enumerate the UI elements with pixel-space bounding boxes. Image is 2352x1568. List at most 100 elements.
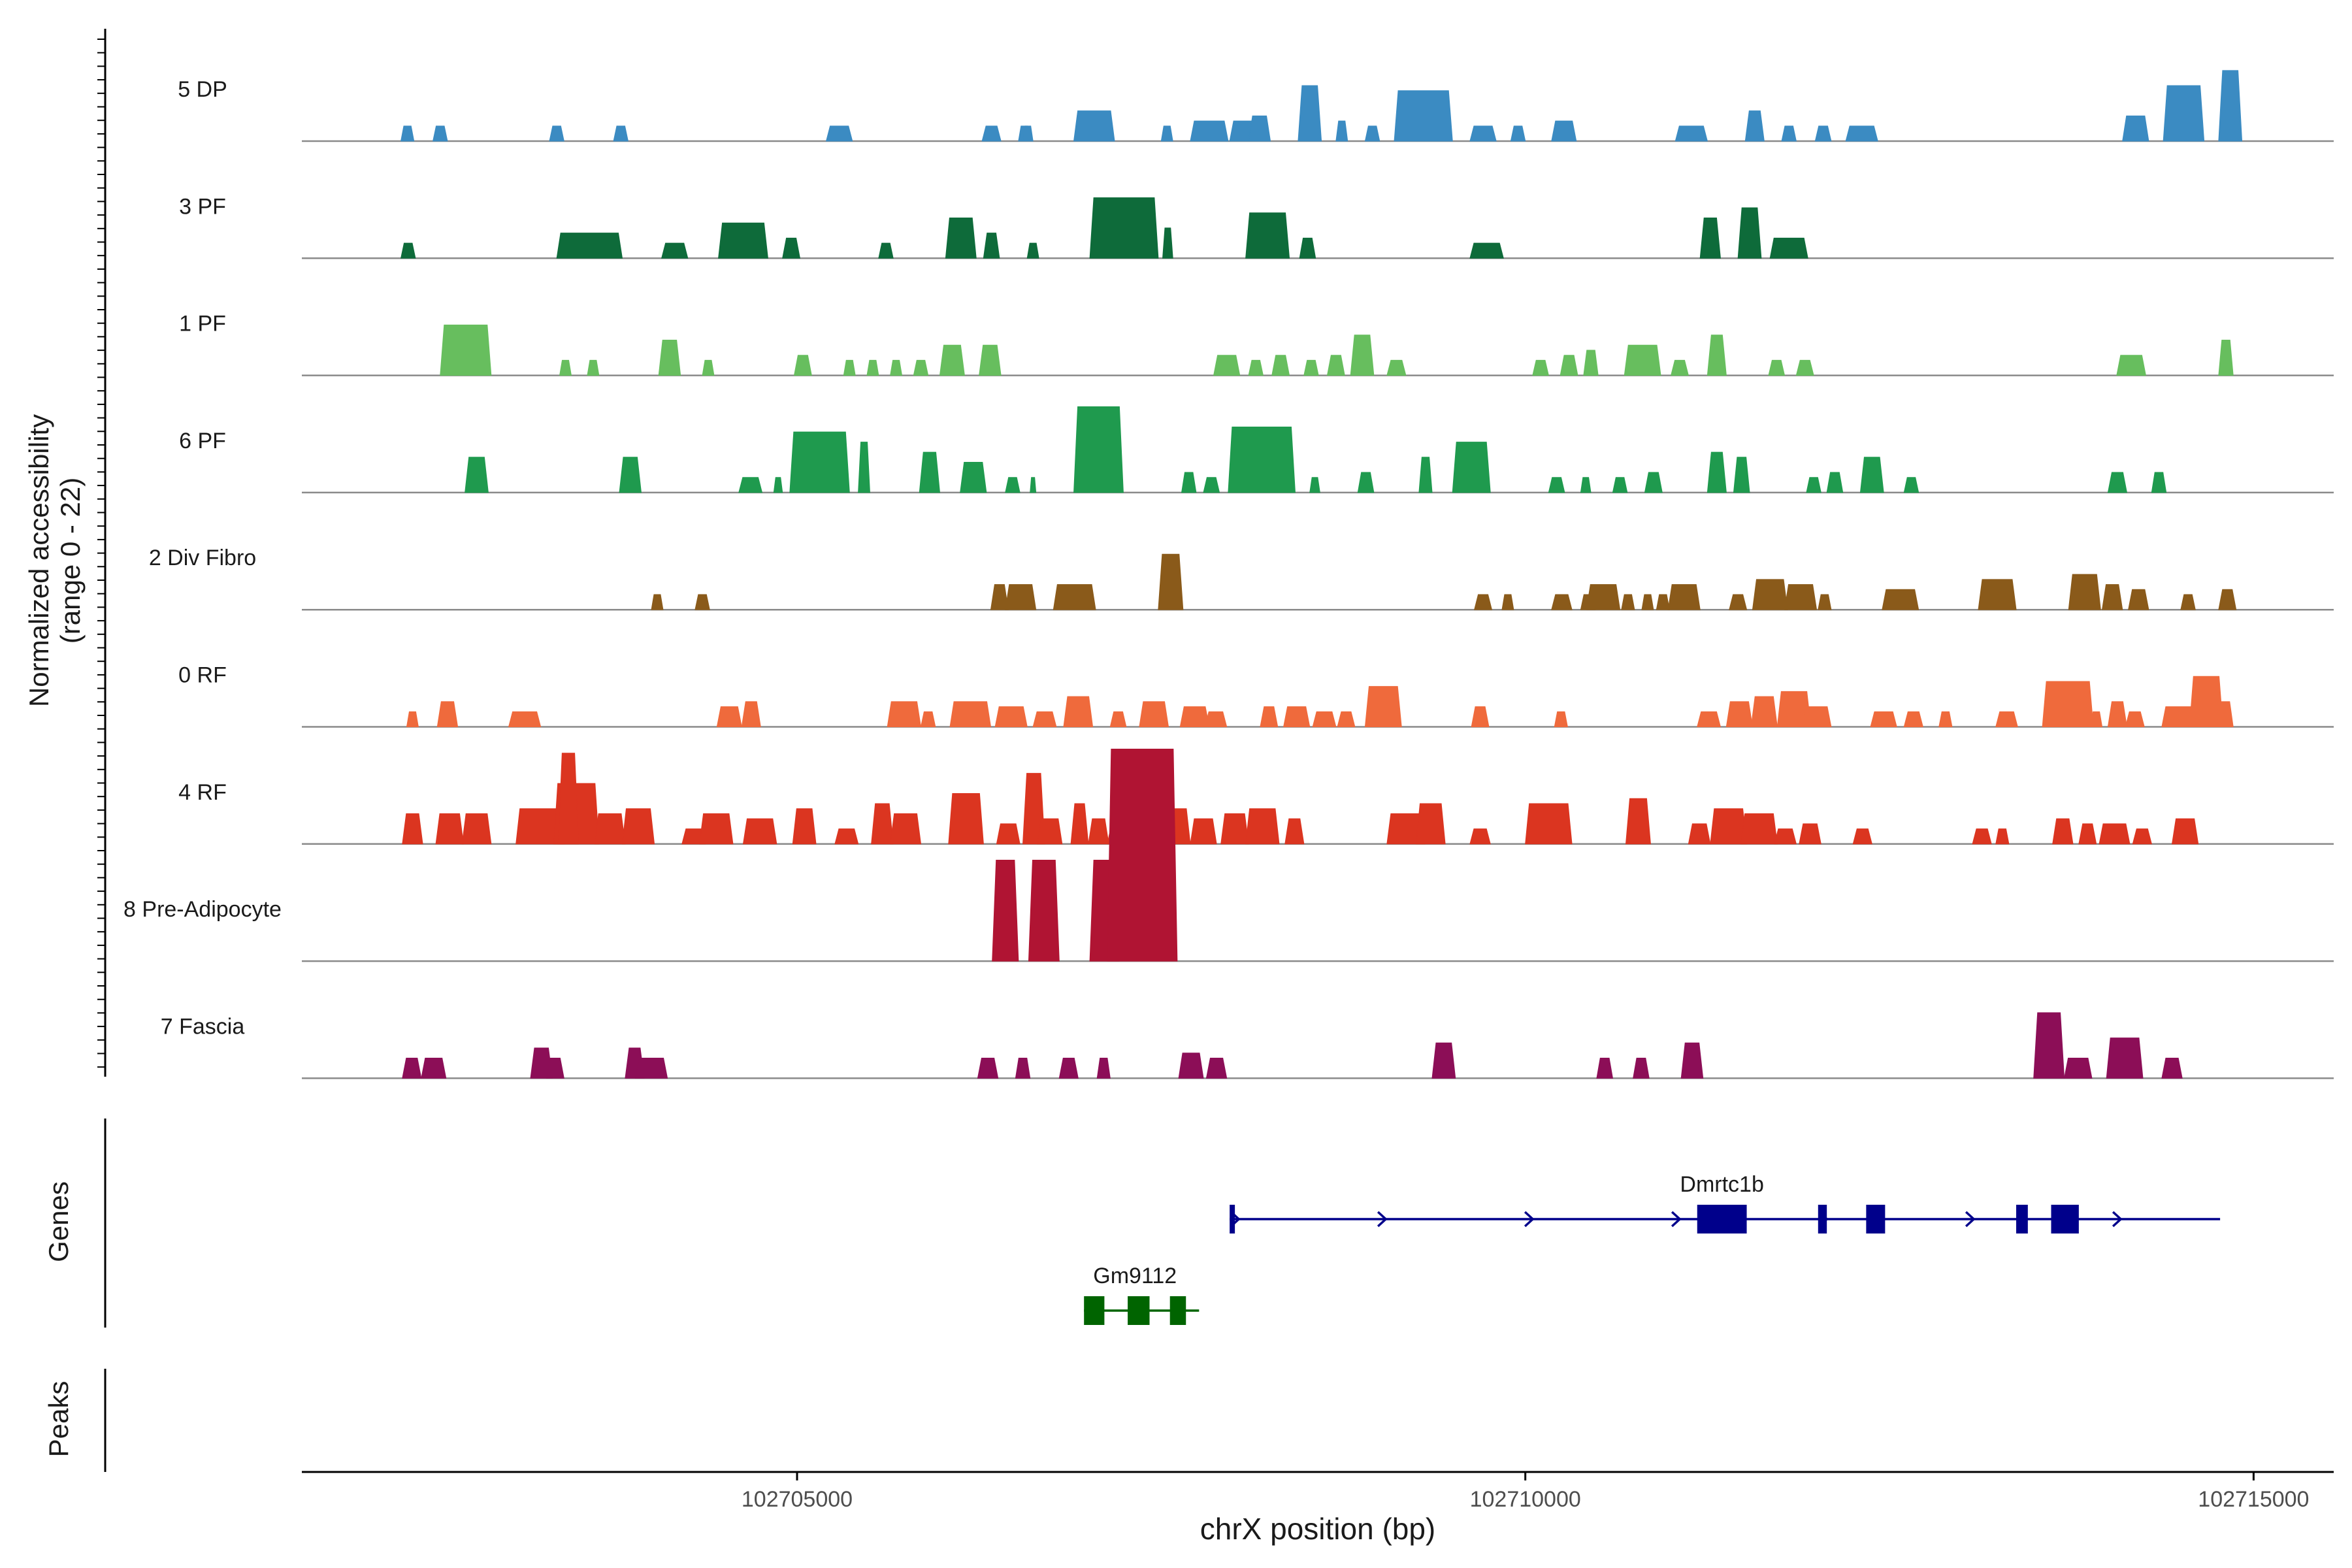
coverage-peak bbox=[1181, 472, 1197, 493]
coverage-peak bbox=[1750, 696, 1778, 727]
coverage-peak bbox=[738, 477, 763, 493]
coverage-peak bbox=[651, 594, 664, 610]
coverage-peak bbox=[1284, 818, 1305, 845]
coverage-peak bbox=[1688, 823, 1711, 845]
coverage-peak bbox=[2107, 472, 2128, 493]
track: 4 RF bbox=[178, 753, 2334, 845]
coverage-peak bbox=[1826, 472, 1844, 493]
gene-label: Dmrtc1b bbox=[1680, 1172, 1763, 1197]
coverage-peak bbox=[1026, 242, 1039, 259]
coverage-peak bbox=[594, 813, 626, 845]
coverage-peak bbox=[435, 813, 465, 845]
coverage-peak bbox=[2151, 472, 2167, 493]
track: 7 Fascia bbox=[161, 1012, 2334, 1079]
coverage-peak bbox=[1972, 828, 1992, 845]
strand-arrow bbox=[1671, 1211, 1682, 1228]
coverage-peak bbox=[1350, 335, 1375, 376]
coverage-peak bbox=[1088, 818, 1109, 845]
coverage-peak bbox=[2107, 701, 2128, 727]
coverage-peak bbox=[1312, 711, 1337, 727]
x-tick-label: 102710000 bbox=[1470, 1487, 1581, 1512]
coverage-peak bbox=[1625, 798, 1651, 845]
coverage-peak bbox=[1335, 120, 1348, 142]
coverage-peak bbox=[400, 242, 416, 259]
coverage-peak bbox=[1737, 207, 1762, 259]
coverage-peak bbox=[1364, 686, 1402, 727]
coverage-peak bbox=[983, 233, 1000, 259]
coverage-peak bbox=[994, 706, 1028, 727]
exon bbox=[1230, 1205, 1235, 1233]
coverage-peak bbox=[843, 359, 856, 376]
y-ticks bbox=[97, 39, 105, 1068]
coverage-peak bbox=[1752, 579, 1788, 610]
gene: Dmrtc1b bbox=[1230, 1172, 2221, 1233]
coverage-peak bbox=[1030, 477, 1037, 493]
coverage-peak bbox=[465, 457, 489, 493]
x-tick-label: 102715000 bbox=[2198, 1487, 2309, 1512]
coverage-peak bbox=[1022, 125, 1034, 142]
strand-arrow bbox=[1377, 1211, 1388, 1228]
coverage-peak bbox=[1204, 711, 1228, 727]
coverage-peak bbox=[2125, 711, 2145, 727]
coverage-peak bbox=[1806, 477, 1821, 493]
coverage-peak bbox=[948, 793, 984, 845]
strand-arrow bbox=[1965, 1211, 1976, 1228]
coverage-tracks: 5 DP 3 PF 1 PF 6 PF 2 Div Fibro 0 RF 4 RF 8 Pre… bbox=[123, 70, 2334, 1079]
coverage-peak bbox=[2128, 589, 2149, 610]
strand-arrow bbox=[2112, 1211, 2123, 1228]
coverage-peak bbox=[1469, 242, 1504, 259]
coverage-peak bbox=[1053, 584, 1096, 610]
coverage-peak bbox=[530, 1047, 553, 1079]
coverage-peak bbox=[2078, 823, 2097, 845]
coverage-peak bbox=[433, 125, 448, 142]
coverage-peak bbox=[421, 1057, 447, 1079]
coverage-peak bbox=[613, 125, 629, 142]
coverage-peak bbox=[2068, 574, 2101, 610]
coverage-peak bbox=[2099, 823, 2131, 845]
coverage-peak bbox=[1418, 457, 1433, 493]
coverage-peak bbox=[1005, 477, 1021, 493]
peaks-section-label: Peaks bbox=[43, 1381, 74, 1458]
coverage-peak bbox=[2218, 589, 2237, 610]
coverage-peak bbox=[2180, 594, 2196, 610]
coverage-peak bbox=[1469, 828, 1491, 845]
coverage-peak bbox=[2189, 676, 2224, 727]
coverage-peak bbox=[919, 451, 941, 493]
coverage-peak bbox=[1633, 1057, 1650, 1079]
track-label: 4 RF bbox=[178, 780, 227, 805]
coverage-peak bbox=[1213, 355, 1241, 376]
coverage-peak bbox=[1015, 1057, 1031, 1079]
coverage-peak bbox=[2218, 340, 2234, 376]
track-label: 8 Pre-Adipocyte bbox=[123, 897, 282, 922]
coverage-peak bbox=[866, 359, 879, 376]
coverage-peak bbox=[1744, 110, 1765, 142]
coverage-peak bbox=[858, 442, 870, 493]
track-label: 7 Fascia bbox=[161, 1014, 245, 1039]
coverage-peak bbox=[992, 860, 1019, 962]
coverage-peak bbox=[1532, 359, 1549, 376]
coverage-peak bbox=[2063, 1057, 2093, 1079]
coverage-peak bbox=[1596, 1057, 1614, 1079]
coverage-peak bbox=[2052, 818, 2074, 845]
coverage-peak bbox=[741, 701, 761, 727]
coverage-peak bbox=[461, 813, 492, 845]
coverage-peak bbox=[1109, 711, 1127, 727]
coverage-peak bbox=[1769, 237, 1808, 259]
coverage-peak bbox=[1248, 359, 1264, 376]
coverage-peak bbox=[2163, 85, 2205, 142]
coverage-peak bbox=[2033, 1012, 2065, 1079]
coverage-peak bbox=[1725, 701, 1754, 727]
x-tick-label: 102705000 bbox=[742, 1487, 853, 1512]
coverage-peak bbox=[1326, 355, 1345, 376]
coverage-peak bbox=[1978, 579, 2017, 610]
coverage-peak bbox=[1178, 1053, 1204, 1079]
coverage-peak bbox=[782, 237, 801, 259]
coverage-peak bbox=[887, 701, 922, 727]
coverage-peak bbox=[1859, 457, 1884, 493]
coverage-peak bbox=[1525, 803, 1573, 845]
coverage-peak bbox=[694, 594, 710, 610]
coverage-peak bbox=[1670, 359, 1690, 376]
coverage-peak bbox=[792, 808, 817, 845]
coverage-peak bbox=[979, 344, 1002, 376]
track: 1 PF bbox=[179, 312, 2334, 376]
